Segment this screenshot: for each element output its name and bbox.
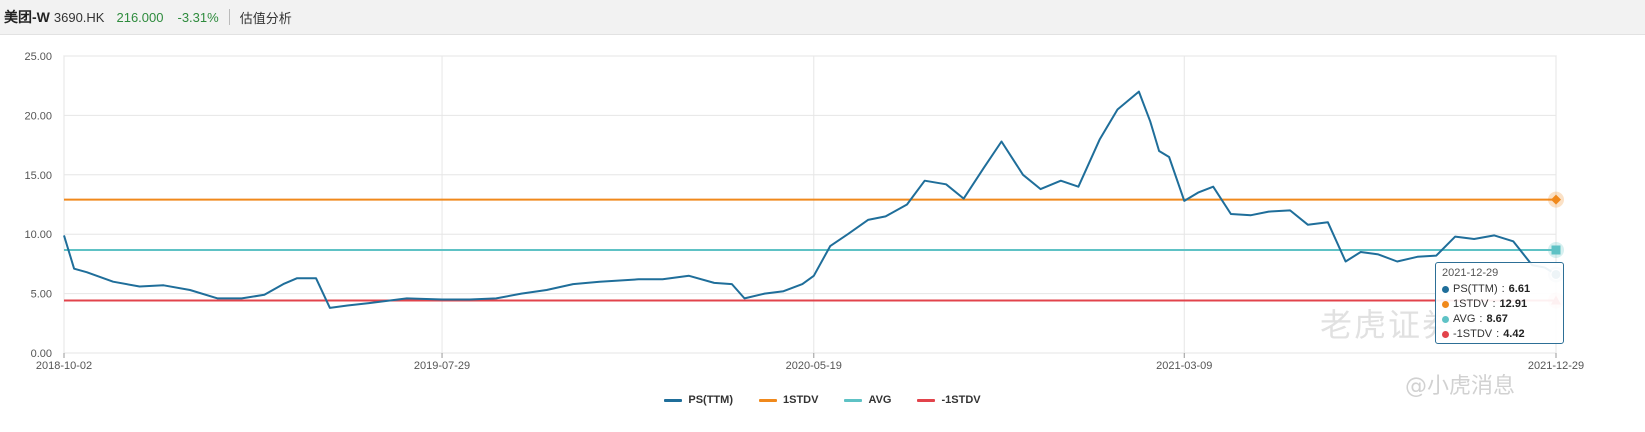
average-marker bbox=[1551, 245, 1561, 255]
valuation-chart[interactable]: 0.00 5.00 10.00 15.00 20.00 25.00 2018-10-02 20… bbox=[0, 35, 1645, 432]
tooltip-row-ps: PS(TTM): 6.61 bbox=[1442, 282, 1557, 297]
tooltip-value-avg: 8.67 bbox=[1486, 313, 1508, 325]
stock-change: -3.31% bbox=[177, 9, 219, 25]
legend-swatch-minus1stdv bbox=[917, 398, 936, 402]
divider bbox=[228, 9, 230, 25]
chart-panel bbox=[0, 35, 1645, 432]
y-tick-label: 15.00 bbox=[24, 170, 52, 182]
tooltip-label-minus1stdv: -1STDV bbox=[1453, 328, 1493, 340]
y-tick-label: 5.00 bbox=[31, 289, 52, 301]
tooltip-value-ps: 6.61 bbox=[1508, 283, 1531, 295]
legend-item-1stdv[interactable]: 1STDV bbox=[758, 391, 819, 409]
upper-stdev-marker bbox=[1551, 194, 1561, 205]
legend-label-minus1stdv: -1STDV bbox=[941, 394, 981, 406]
y-tick-label: 10.00 bbox=[24, 229, 52, 241]
tooltip-label-ps: PS(TTM) bbox=[1453, 283, 1498, 295]
y-tick-label: 25.00 bbox=[24, 51, 52, 63]
legend-swatch-ps bbox=[664, 398, 683, 402]
top-bar: 美团-W 3690.HK 216.000 -3.31% 估值分析 bbox=[0, 0, 1645, 35]
legend-item-ps[interactable]: PS(TTM) bbox=[664, 391, 733, 409]
tooltip-row-1stdv: 1STDV: 12.91 bbox=[1442, 297, 1557, 312]
tooltip-row-avg: AVG: 8.67 bbox=[1442, 312, 1557, 327]
y-tick-label: 0.00 bbox=[31, 348, 52, 360]
tooltip-value-1stdv: 12.91 bbox=[1499, 298, 1528, 310]
x-tick-label: 2021-03-09 bbox=[1156, 360, 1212, 372]
x-tick-label: 2018-10-02 bbox=[36, 360, 92, 372]
tooltip-date: 2021-12-29 bbox=[1442, 267, 1499, 279]
x-tick-label: 2020-05-19 bbox=[786, 360, 842, 372]
legend-swatch-avg bbox=[844, 398, 863, 402]
x-tick-label: 2021-12-29 bbox=[1528, 360, 1584, 372]
stock-price: 216.000 bbox=[116, 9, 164, 25]
tooltip-dot-minus1stdv bbox=[1442, 331, 1449, 338]
tooltip-value-minus1stdv: 4.42 bbox=[1503, 328, 1525, 340]
legend-item-avg[interactable]: AVG bbox=[844, 391, 891, 409]
legend-swatch-1stdv bbox=[758, 398, 777, 402]
legend-label-avg: AVG bbox=[868, 394, 892, 406]
stock-name: 美团-W bbox=[4, 9, 50, 25]
tab-valuation-analysis[interactable]: 估值分析 bbox=[239, 10, 292, 26]
watermark-brand: 老虎证券 bbox=[1320, 306, 1457, 344]
legend-label-ps: PS(TTM) bbox=[688, 394, 733, 406]
tooltip-dot-avg bbox=[1442, 316, 1449, 323]
tooltip-label-avg: AVG bbox=[1453, 313, 1476, 325]
legend-label-1stdv: 1STDV bbox=[782, 394, 819, 406]
watermark-news: @小虎消息 bbox=[1405, 374, 1516, 399]
tooltip-dot-1stdv bbox=[1442, 301, 1449, 308]
y-tick-label: 20.00 bbox=[24, 110, 52, 122]
x-tick-label: 2019-07-29 bbox=[414, 360, 470, 372]
tooltip-label-1stdv: 1STDV bbox=[1453, 298, 1489, 310]
tooltip-row-minus1stdv: -1STDV: 4.42 bbox=[1442, 327, 1557, 342]
legend-item-minus1stdv[interactable]: -1STDV bbox=[917, 391, 981, 409]
tooltip-dot-ps bbox=[1442, 286, 1449, 293]
stock-code: 3690.HK bbox=[53, 9, 105, 25]
ps-ttm-line bbox=[63, 90, 1557, 309]
chart-tooltip: 2021-12-29 PS(TTM): 6.61 1STDV: 12.91 AV… bbox=[1435, 262, 1564, 344]
chart-legend: PS(TTM) 1STDV AVG -1STDV bbox=[0, 391, 1645, 409]
